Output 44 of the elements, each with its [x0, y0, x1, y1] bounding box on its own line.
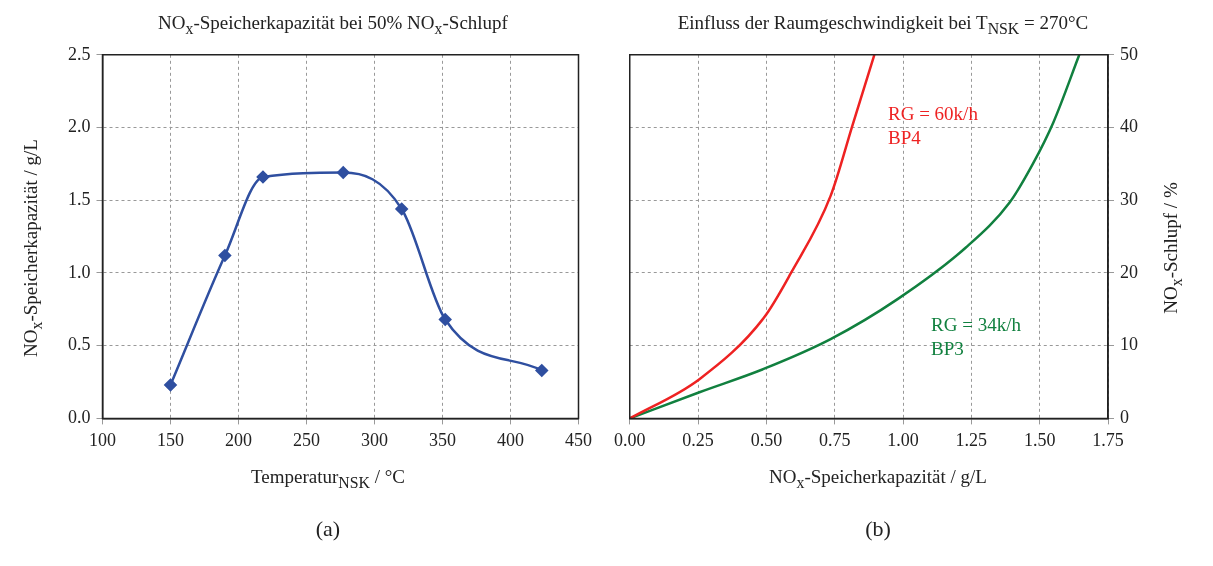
x-tick-label: 0.50	[750, 429, 783, 450]
point	[395, 202, 408, 216]
x-tick-label: 200	[225, 429, 252, 450]
point	[438, 313, 452, 326]
point	[535, 364, 549, 377]
x-tick-label: 450	[565, 429, 592, 450]
y-tick-label: 1.0	[68, 261, 91, 282]
x-tick-label: 0.75	[818, 429, 851, 450]
y-tick-label: 0.5	[68, 334, 91, 355]
chart-title: NO$_{x}$-Speicherkapazität bei 50% NO$_{x}$-Schlupf	[157, 12, 509, 38]
y-tick-label: 2.0	[68, 116, 91, 137]
point	[164, 378, 177, 392]
chart-title: Einfluss der Raumgeschwindigkeit bei T$_{NSK}$ = 270°C	[676, 12, 1090, 38]
x-axis-title: Temperatur$_{NSK}$ / °C	[250, 466, 406, 492]
point	[256, 170, 270, 184]
y2-tick-label: 30	[1120, 188, 1138, 209]
y-tick-label: 1.5	[68, 188, 91, 209]
x-tick-label: 0.00	[614, 429, 646, 450]
x-tick-label: 300	[361, 429, 388, 450]
x-tick-label: 250	[293, 429, 320, 450]
x-axis-title: NO$_{x}$-Speicherkapazität / g/L	[768, 466, 988, 492]
text: (b)	[864, 516, 892, 542]
annotation: RG = 34k/h BP3	[931, 314, 1022, 360]
y2-tick-label: 40	[1120, 116, 1138, 137]
x-tick-label: 1.00	[887, 429, 919, 450]
x-tick-label: 1.50	[1023, 429, 1056, 450]
text: (a)	[314, 516, 342, 542]
y2-tick-label: 20	[1120, 261, 1138, 282]
point	[218, 249, 232, 262]
y2-tick-label: 10	[1120, 334, 1138, 355]
y-tick-label: 0.0	[68, 407, 91, 428]
x-tick-label: 0.25	[682, 429, 714, 450]
x-tick-label: 1.75	[1092, 429, 1124, 450]
line-series	[629, 54, 876, 419]
x-tick-label: 150	[157, 429, 184, 450]
annotation: RG = 60k/h BP4	[888, 103, 979, 149]
x-tick-label: 1.25	[955, 429, 988, 450]
point	[336, 166, 350, 179]
y2-tick-label: 0	[1120, 407, 1129, 428]
y-tick-label: 2.5	[68, 43, 91, 64]
y2-tick-label: 50	[1120, 43, 1138, 64]
x-tick-label: 100	[89, 429, 116, 450]
x-tick-label: 350	[429, 429, 456, 450]
x-tick-label: 400	[497, 429, 524, 450]
